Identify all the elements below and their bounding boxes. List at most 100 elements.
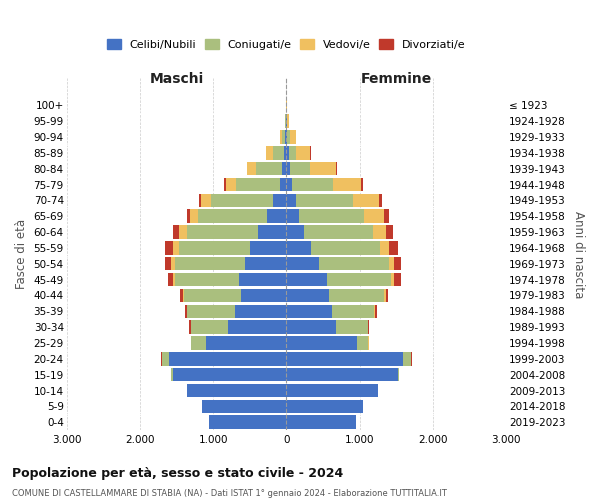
Bar [267,210,286,223]
Bar [239,273,286,286]
Bar [286,162,290,175]
Bar [286,336,356,349]
Bar [209,416,286,429]
Bar [386,288,388,302]
Bar [374,304,375,318]
Bar [191,320,228,334]
Text: COMUNE DI CASTELLAMMARE DI STABIA (NA) - Dati ISTAT 1° gennaio 2024 - Elaborazio: COMUNE DI CASTELLAMMARE DI STABIA (NA) -… [12,489,447,498]
Bar [173,226,179,239]
Bar [310,162,336,175]
Bar [166,241,173,254]
Bar [296,194,353,207]
Bar [287,130,290,143]
Bar [173,368,286,382]
Bar [328,273,391,286]
Bar [187,304,235,318]
Bar [280,130,282,143]
Bar [228,320,286,334]
Bar [273,194,286,207]
Bar [191,336,206,349]
Bar [403,352,411,366]
Bar [175,273,239,286]
Bar [202,194,211,207]
Bar [280,178,286,192]
Bar [286,210,299,223]
Bar [173,241,179,254]
Bar [199,194,202,207]
Bar [282,130,285,143]
Y-axis label: Anni di nascita: Anni di nascita [572,210,585,298]
Bar [180,288,183,302]
Bar [172,257,175,270]
Bar [286,416,356,429]
Bar [292,178,333,192]
Bar [183,288,184,302]
Bar [286,304,332,318]
Bar [286,320,336,334]
Bar [273,146,284,160]
Bar [202,400,286,413]
Bar [385,210,389,223]
Bar [165,257,172,270]
Bar [266,146,273,160]
Bar [256,162,282,175]
Bar [226,178,236,192]
Bar [224,178,226,192]
Bar [245,257,286,270]
Bar [389,241,398,254]
Bar [296,146,310,160]
Bar [286,257,319,270]
Bar [286,288,329,302]
Bar [184,288,241,302]
Legend: Celibi/Nubili, Coniugati/e, Vedovi/e, Divorziati/e: Celibi/Nubili, Coniugati/e, Vedovi/e, Di… [103,34,470,54]
Bar [286,273,328,286]
Bar [287,114,289,128]
Bar [311,241,380,254]
Bar [235,304,286,318]
Bar [187,226,259,239]
Bar [286,194,296,207]
Bar [173,273,175,286]
Bar [286,400,363,413]
Bar [211,194,273,207]
Bar [162,352,169,366]
Bar [259,226,286,239]
Bar [391,273,394,286]
Bar [380,241,389,254]
Bar [304,226,373,239]
Bar [187,210,190,223]
Bar [241,288,286,302]
Bar [247,162,256,175]
Bar [179,226,187,239]
Bar [179,241,250,254]
Bar [290,162,310,175]
Bar [385,288,386,302]
Bar [353,194,379,207]
Bar [299,210,364,223]
Bar [286,114,287,128]
Bar [286,241,311,254]
Bar [375,304,377,318]
Bar [394,273,401,286]
Bar [386,226,393,239]
Bar [389,257,394,270]
Bar [286,352,403,366]
Bar [282,162,286,175]
Bar [336,162,337,175]
Bar [332,304,374,318]
Text: Femmine: Femmine [361,72,432,86]
Bar [398,368,399,382]
Bar [169,352,286,366]
Bar [236,178,280,192]
Bar [250,241,286,254]
Bar [286,226,304,239]
Bar [197,210,267,223]
Y-axis label: Fasce di età: Fasce di età [15,219,28,290]
Bar [373,226,386,239]
Bar [189,320,191,334]
Bar [190,210,197,223]
Bar [356,336,368,349]
Bar [379,194,382,207]
Bar [286,384,378,398]
Bar [286,368,398,382]
